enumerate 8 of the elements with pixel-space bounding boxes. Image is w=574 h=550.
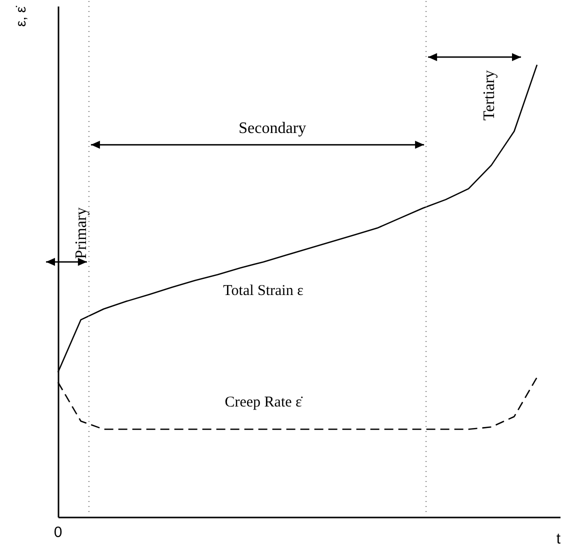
series-label: Total Strain ε [223, 282, 304, 299]
text: 0 [54, 524, 62, 541]
annotation: Primary [72, 207, 90, 259]
annotation: Secondary [238, 120, 306, 137]
annotation: Tertiary [481, 70, 498, 120]
series-label: Creep Rate ε̇ [224, 394, 303, 410]
x-axis-title: t [556, 530, 562, 548]
y-axis-title: ε, ε̇ [12, 6, 28, 27]
